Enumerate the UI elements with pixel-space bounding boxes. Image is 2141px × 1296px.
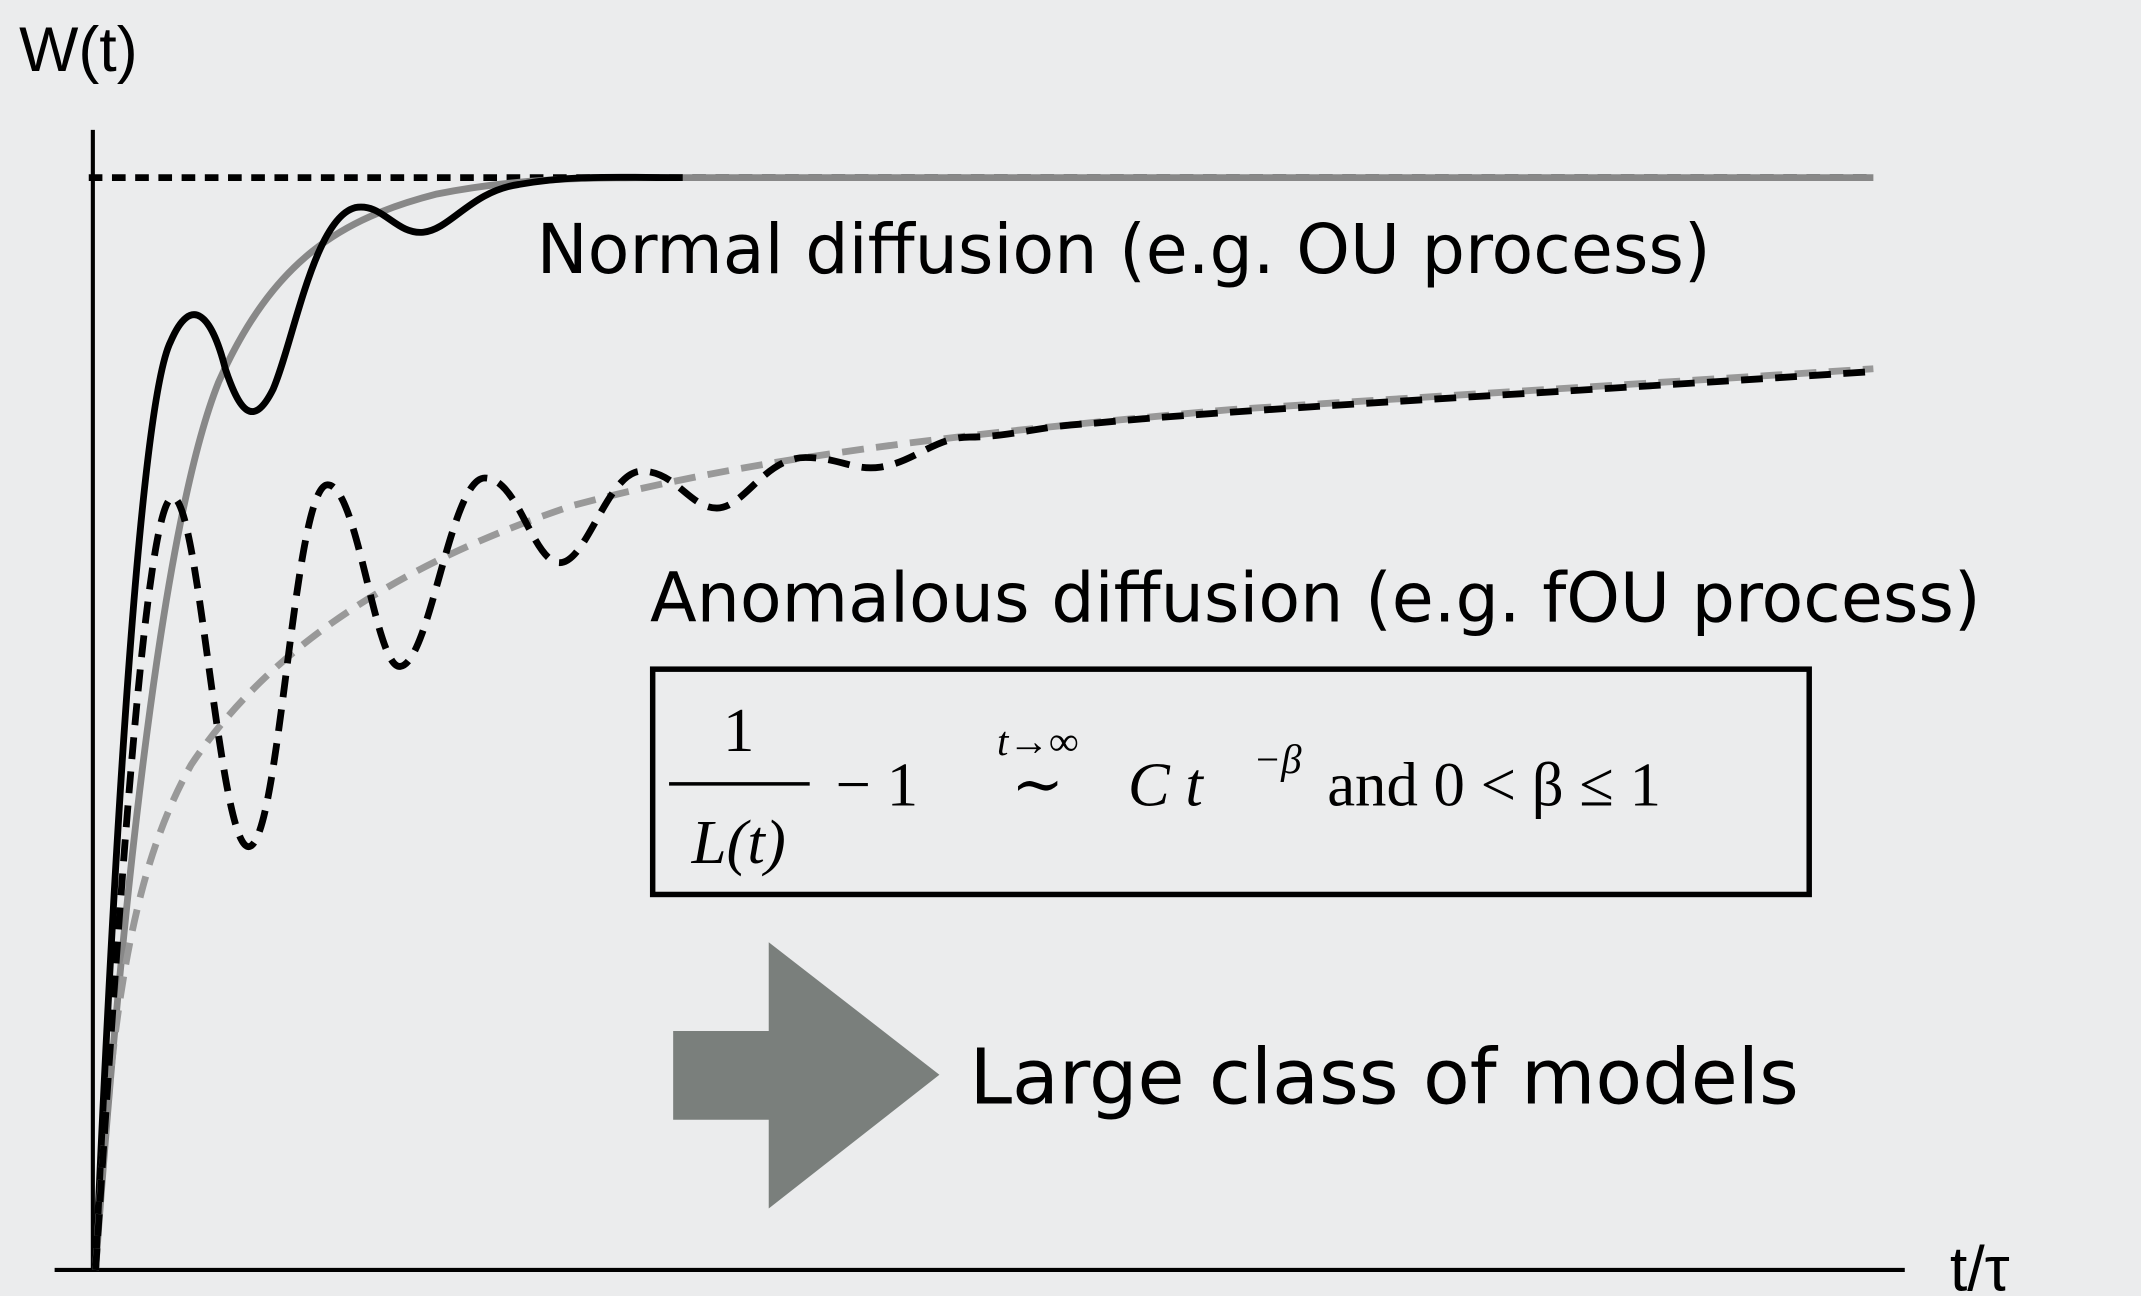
y-axis-label: W(t) <box>19 15 138 85</box>
exponent: −β <box>1253 736 1302 782</box>
anomalous-label: Anomalous diffusion (e.g. fOU process) <box>650 559 1981 638</box>
formula-box <box>649 666 1812 898</box>
formula: 1 L(t) − 1 t→∞ ∼ C t −β and 0 < β ≤ 1 <box>669 695 1661 877</box>
term: C t <box>1128 750 1205 820</box>
denominator: L(t) <box>691 807 786 877</box>
normal-label: Normal diffusion (e.g. OU process) <box>537 211 1711 290</box>
anomalous-curve <box>92 368 1874 1271</box>
x-axis-label: t/τ <box>1950 1234 2010 1296</box>
minus-one: − 1 <box>836 750 919 820</box>
limit: t→∞ <box>997 718 1079 764</box>
relation: ∼ <box>1011 750 1064 820</box>
condition: and 0 < β ≤ 1 <box>1327 750 1661 820</box>
normal-curve <box>92 173 683 1271</box>
anomalous-fit-curve <box>92 365 1874 1271</box>
numerator: 1 <box>723 695 754 765</box>
conclusion: Large class of models <box>969 1033 1798 1122</box>
arrow <box>673 942 940 1209</box>
